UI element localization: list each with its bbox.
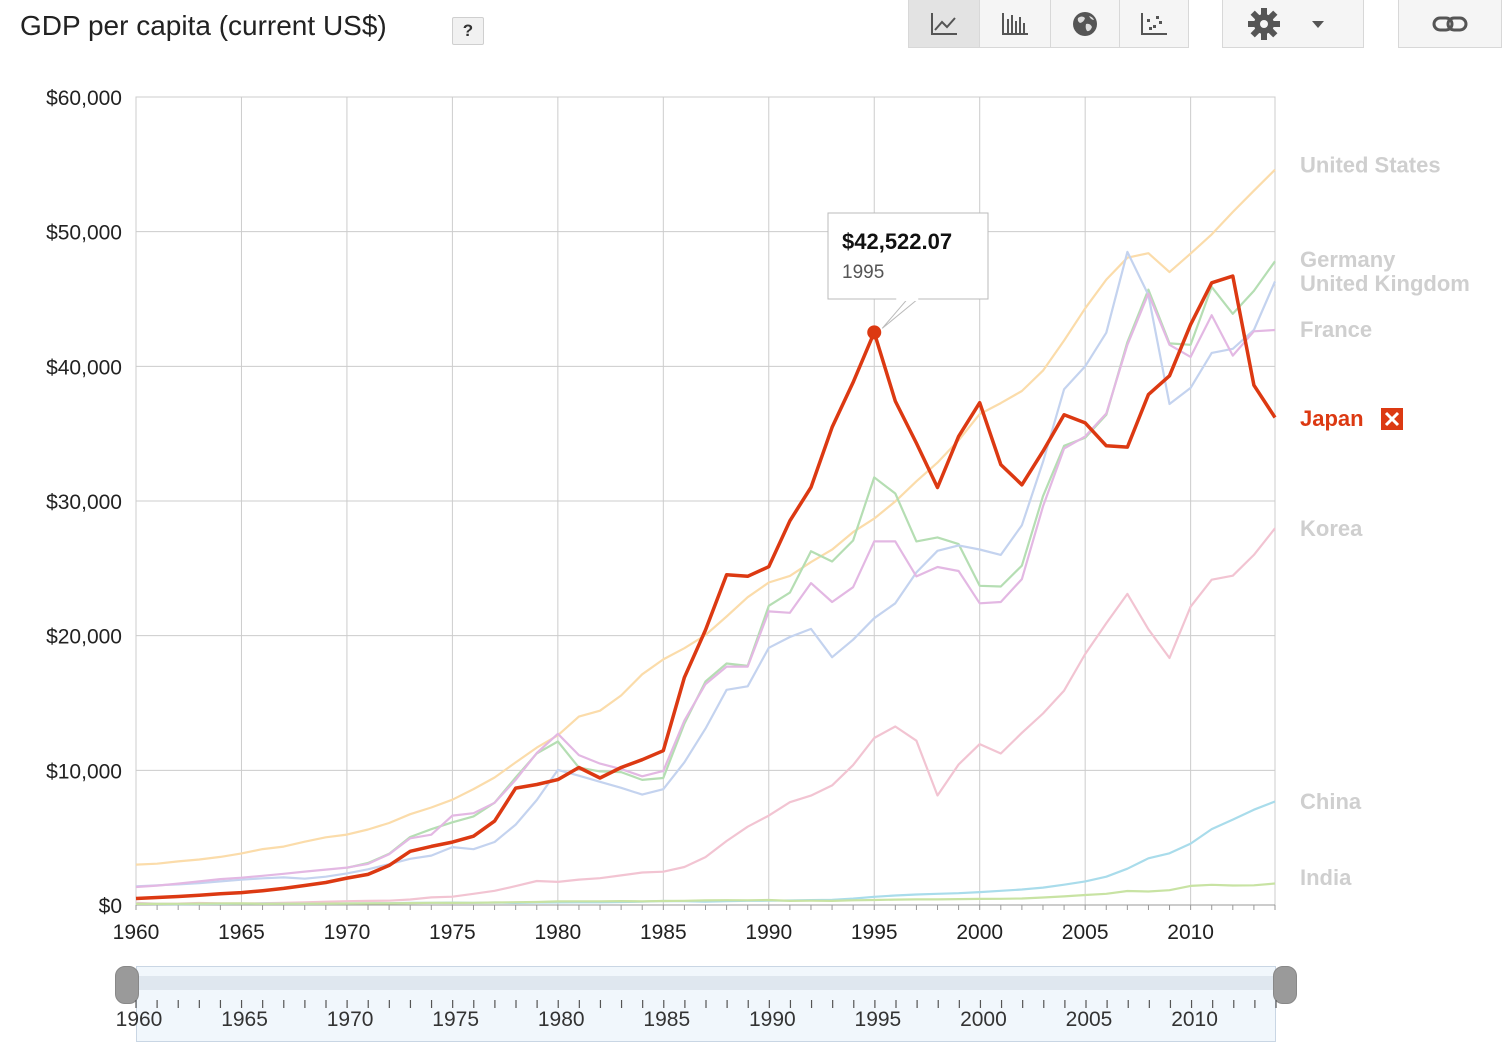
x-tick-label: 2010 <box>1167 921 1214 944</box>
x-tick-label: 1960 <box>113 921 160 944</box>
navigator-label: 2010 <box>1171 1008 1218 1031</box>
y-tick-label: $60,000 <box>46 87 122 110</box>
scatter-button[interactable] <box>1119 0 1189 48</box>
y-tick-label: $50,000 <box>46 222 122 245</box>
legend-label-germany[interactable]: Germany <box>1300 247 1396 272</box>
legend-label-united-states[interactable]: United States <box>1300 153 1441 178</box>
legend-label-korea[interactable]: Korea <box>1300 516 1363 541</box>
navigator-label: 1985 <box>643 1008 691 1031</box>
map-button[interactable] <box>1050 0 1120 48</box>
series-line-united-states <box>135 168 1276 866</box>
series-line-india <box>136 882 1276 905</box>
link-icon <box>1432 16 1468 31</box>
y-tick-label: $40,000 <box>46 356 122 379</box>
y-tick-label: $10,000 <box>46 760 122 783</box>
x-tick-label: 1975 <box>429 921 476 944</box>
tooltip-gap <box>896 296 919 301</box>
x-tick-label: 1980 <box>534 921 581 944</box>
x-tick-label: 1995 <box>851 921 898 944</box>
navigator-label: 1975 <box>432 1008 480 1031</box>
bar-chart-button[interactable] <box>979 0 1051 48</box>
line-chart: 1960 1965 1970 1975 1980 1985 1990 1995 2000 2005… <box>46 87 1470 944</box>
x-tick-label: 2000 <box>956 921 1003 944</box>
series-line-korea <box>135 527 1276 905</box>
navigator-label: 1995 <box>854 1008 902 1031</box>
series-line-united-kingdom <box>135 250 1277 888</box>
navigator-label: 1970 <box>326 1008 374 1031</box>
range-handle-right[interactable] <box>1273 966 1297 1004</box>
legend-label-india[interactable]: India <box>1300 865 1352 890</box>
chevron-down-icon <box>1312 20 1324 28</box>
range-handle-left[interactable] <box>115 966 139 1004</box>
legend-label-france[interactable]: France <box>1300 317 1372 342</box>
y-tick-label: $30,000 <box>46 491 122 514</box>
gear-icon <box>1248 7 1324 40</box>
highlight-point <box>867 325 882 340</box>
scatter-icon <box>1141 12 1167 35</box>
link-button[interactable] <box>1398 0 1502 48</box>
x-tick-label: 1970 <box>324 921 371 944</box>
settings-button[interactable] <box>1222 0 1364 48</box>
close-box-x <box>1384 411 1400 427</box>
range-selection[interactable] <box>136 976 1276 990</box>
line-chart-button[interactable] <box>908 0 980 48</box>
tooltip-value: $42,522.07 <box>842 229 952 254</box>
y-tick-label: $0 <box>99 895 122 918</box>
x-tick-label: 1990 <box>745 921 792 944</box>
series-line-france <box>135 292 1276 889</box>
x-tick-label: 1965 <box>218 921 265 944</box>
navigator-label: 1980 <box>537 1008 585 1031</box>
y-tick-label: $20,000 <box>46 626 122 649</box>
legend-label-japan[interactable]: Japan <box>1300 406 1364 431</box>
bar-chart-icon <box>1002 12 1028 35</box>
tooltip-box <box>827 212 989 300</box>
x-tick-label: 2005 <box>1062 921 1109 944</box>
navigator-label: 1965 <box>221 1008 268 1031</box>
tooltip-year: 1995 <box>842 262 884 283</box>
legend-label-united-kingdom[interactable]: United Kingdom <box>1300 271 1470 296</box>
close-box-icon[interactable] <box>1381 408 1403 430</box>
navigator-label: 1990 <box>748 1008 796 1031</box>
line-chart-icon <box>931 12 957 35</box>
series-line-japan <box>135 274 1277 901</box>
navigator-label: 1960 <box>115 1008 163 1031</box>
globe-icon <box>1073 11 1097 36</box>
help-button[interactable]: ? <box>452 17 484 45</box>
x-tick-label: 1985 <box>640 921 687 944</box>
navigator-label: 2005 <box>1065 1008 1113 1031</box>
chart-title: GDP per capita (current US$) <box>20 10 387 41</box>
navigator-label: 2000 <box>960 1008 1007 1031</box>
legend-label-china[interactable]: China <box>1300 789 1362 814</box>
